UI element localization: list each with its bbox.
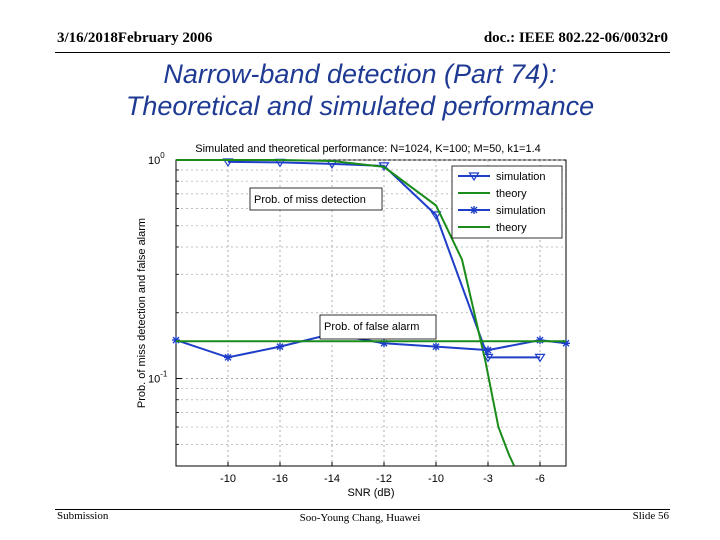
y-tick-label: 10-1 <box>148 370 168 386</box>
data-point-marker <box>430 211 442 221</box>
footer-submission: Submission <box>57 510 109 522</box>
x-tick-label: -12 <box>376 473 392 485</box>
axis-ticks: -10 -16 -14 -12 -10 -3 -6 100 10-1 <box>148 151 545 485</box>
footer-divider <box>55 509 670 510</box>
annotation-box <box>319 314 437 340</box>
x-axis-label: SNR (dB) <box>347 487 394 499</box>
footer-slide-number: Slide 56 <box>632 510 669 522</box>
header-divider <box>55 52 670 53</box>
data-point-marker <box>222 158 234 168</box>
data-point-marker <box>482 353 494 363</box>
data-point-marker <box>172 336 180 345</box>
chart-title: Simulated and theoretical performance: N… <box>195 143 541 155</box>
x-tick-label: -3 <box>483 473 493 485</box>
data-point-marker <box>380 339 388 348</box>
x-tick-label: -6 <box>535 473 545 485</box>
series-layer <box>172 158 570 466</box>
data-point-marker <box>470 206 478 214</box>
x-tick-label: -10 <box>220 473 236 485</box>
x-tick-label: -10 <box>428 473 444 485</box>
data-point-marker <box>224 353 232 362</box>
y-tick-label: 100 <box>148 151 165 167</box>
legend-label: theory <box>496 222 527 234</box>
chart-legend: simulation theory simulation theory <box>451 165 563 239</box>
series-line-theory-miss <box>176 159 515 466</box>
slide-title-line-2: Theoretical and simulated performance <box>125 91 595 121</box>
annotation-box <box>249 187 383 211</box>
slide-title: Narrow-band detection (Part 74): Theoret… <box>0 58 720 122</box>
data-point-marker <box>276 342 284 351</box>
data-point-marker <box>432 342 440 351</box>
legend-label: simulation <box>496 171 546 183</box>
annotation-layer: Prob. of miss detection Prob. of false al… <box>249 187 437 340</box>
footer-author: Soo-Young Chang, Huawei <box>299 512 421 524</box>
annotation-label: Prob. of false alarm <box>324 321 419 333</box>
annotation-label: Prob. of miss detection <box>254 194 366 206</box>
x-tick-label: -14 <box>324 473 340 485</box>
legend-label: theory <box>496 188 527 200</box>
data-point-marker <box>536 336 544 345</box>
slide-title-line-1: Narrow-band detection (Part 74): <box>163 59 557 89</box>
data-point-marker <box>484 346 492 355</box>
header-left-text: 3/16/2018February 2006 <box>57 30 213 46</box>
data-point-marker <box>562 339 570 348</box>
legend-label: simulation <box>496 205 546 217</box>
header-doc-id: doc.: IEEE 802.22-06/0032r0 <box>483 30 668 46</box>
y-axis-label: Prob. of miss detection and false alarm <box>136 218 148 408</box>
data-point-marker <box>468 172 480 182</box>
data-point-marker <box>534 353 546 363</box>
x-tick-label: -16 <box>272 473 288 485</box>
